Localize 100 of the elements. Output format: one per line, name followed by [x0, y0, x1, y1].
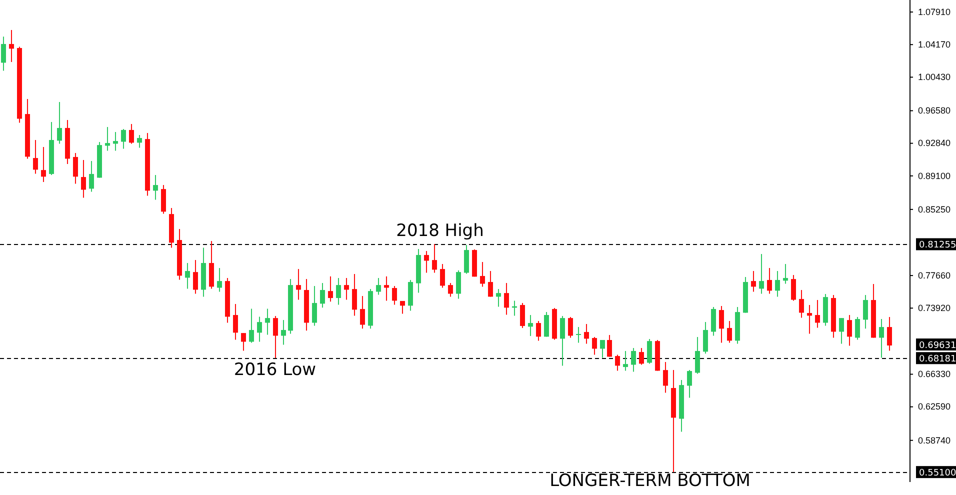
candlestick — [185, 262, 190, 290]
candlestick — [265, 308, 270, 336]
candlestick — [217, 268, 222, 292]
candlestick — [863, 294, 868, 330]
candlestick — [129, 123, 134, 144]
y-tick-label: 1.04170 — [918, 39, 951, 50]
candlestick — [57, 102, 62, 144]
candlestick — [727, 320, 732, 344]
candlestick — [408, 279, 413, 312]
candlestick — [376, 277, 381, 296]
candlestick — [631, 348, 636, 372]
annotation: 2018 High — [396, 221, 484, 242]
y-tick-label: 1.00430 — [918, 72, 951, 82]
candlestick — [464, 244, 469, 274]
candlestick — [639, 348, 644, 366]
candlestick — [592, 336, 597, 356]
candlestick — [791, 274, 796, 302]
candlestick — [607, 334, 612, 358]
candlestick — [687, 370, 692, 398]
candlestick — [815, 300, 820, 328]
candlestick — [807, 304, 812, 334]
candlestick — [312, 285, 317, 326]
candlestick — [560, 316, 565, 366]
candlestick — [344, 277, 349, 300]
candlestick — [647, 338, 652, 364]
candlestick — [528, 314, 533, 336]
y-tick-label: 0.92840 — [918, 138, 951, 148]
candlestick — [448, 282, 453, 298]
candlestick — [623, 350, 628, 372]
candlestick — [855, 316, 860, 340]
candlestick — [504, 282, 509, 316]
y-tick-label: 0.96580 — [918, 106, 951, 116]
candlestick — [352, 273, 357, 316]
candlestick — [241, 332, 246, 352]
candlestick — [105, 126, 110, 152]
candlestick — [663, 362, 668, 394]
candlestick — [568, 316, 573, 338]
candlestick — [257, 316, 262, 342]
y-tick-label: 0.66330 — [918, 369, 951, 380]
candlestick — [328, 276, 333, 302]
candlestick — [153, 174, 158, 200]
candlestick — [576, 326, 581, 344]
candlestick — [400, 300, 405, 314]
ref-line-label: 0.81255 — [919, 240, 956, 251]
y-tick-label: 0.58740 — [918, 435, 951, 446]
candlestick — [751, 270, 756, 292]
candlestick — [320, 282, 325, 308]
candlestick — [695, 336, 700, 374]
candlestick — [137, 134, 142, 148]
candlestick — [799, 290, 804, 318]
candlestick — [424, 250, 429, 274]
candlestick — [193, 260, 198, 294]
candlestick — [209, 240, 214, 290]
candlestick — [703, 322, 708, 354]
candlestick — [281, 320, 286, 346]
candlestick — [9, 29, 14, 63]
candlestick — [432, 244, 437, 274]
annotation: LONGER-TERM BOTTOM — [550, 471, 750, 492]
candlestick — [249, 308, 254, 344]
text: 0.69631 — [919, 340, 956, 351]
candlestick — [488, 270, 493, 298]
candlestick — [89, 160, 94, 192]
ref-line-label: 0.55100 — [919, 468, 956, 479]
annotation: 2016 Low — [234, 360, 316, 380]
candlestick — [161, 184, 166, 214]
candlestick — [33, 139, 38, 174]
candlestick — [233, 304, 238, 340]
candlestick — [336, 277, 341, 306]
candlestick — [584, 323, 589, 344]
candlestick — [544, 312, 549, 338]
candlestick — [41, 146, 46, 182]
candlestick — [775, 270, 780, 298]
candlestick — [719, 306, 724, 344]
y-tick-label: 1.07910 — [918, 6, 951, 17]
candlestick — [711, 306, 716, 336]
candlestick — [615, 354, 620, 372]
y-tick-label: 0.89100 — [918, 170, 951, 181]
candlestick — [879, 318, 884, 358]
candlestick — [767, 268, 772, 294]
candlestick — [81, 160, 86, 198]
candlestick — [384, 276, 389, 302]
y-tick-label: 0.73920 — [918, 303, 951, 313]
candlestick — [113, 131, 118, 152]
candlestick — [600, 340, 605, 358]
candlestick — [496, 288, 501, 308]
y-tick-label: 0.77660 — [918, 270, 951, 280]
candlestick — [847, 314, 852, 346]
candlestick — [456, 270, 461, 300]
candlestick — [296, 268, 301, 300]
ref-line-label: 0.68181 — [919, 354, 956, 365]
candlestick — [887, 316, 892, 352]
candlestick — [273, 316, 278, 358]
candlestick — [520, 302, 525, 328]
candlestick — [1, 36, 6, 72]
candlestick — [839, 318, 844, 344]
candlestick — [440, 264, 445, 288]
candlestick — [759, 254, 764, 294]
candlestick — [360, 296, 365, 330]
y-tick-label: 0.62590 — [918, 402, 951, 412]
candlestick — [392, 285, 397, 306]
